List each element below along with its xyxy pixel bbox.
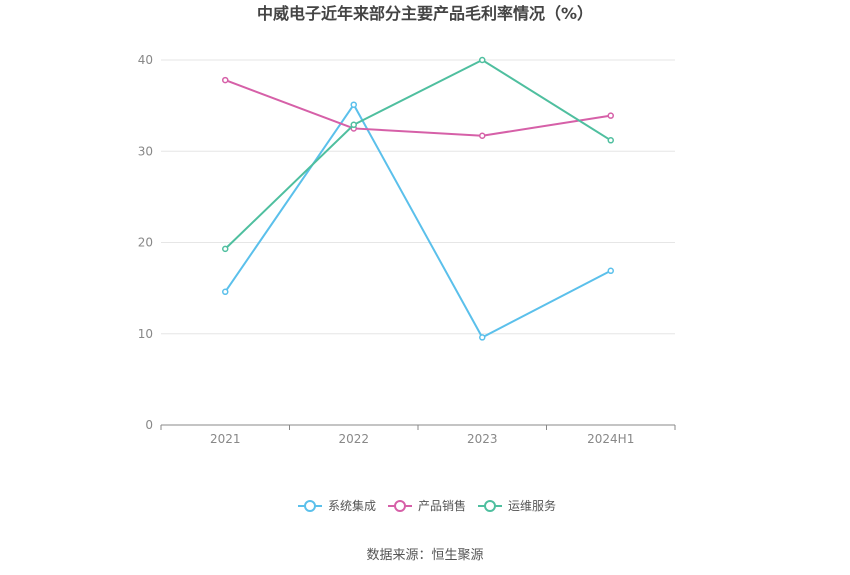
legend-label: 产品销售 <box>418 498 466 513</box>
y-tick-label: 40 <box>138 53 153 67</box>
x-tick-label: 2022 <box>338 432 369 446</box>
data-point <box>607 267 614 275</box>
legend-label: 系统集成 <box>328 498 376 513</box>
legend[interactable]: 系统集成 产品销售 运维服务 <box>298 498 556 513</box>
legend-marker <box>484 500 496 512</box>
data-point <box>479 56 486 64</box>
data-point <box>350 101 357 108</box>
legend-marker <box>304 500 316 512</box>
legend-marker <box>394 500 406 512</box>
data-point <box>607 112 614 119</box>
legend-item[interactable]: 运维服务 <box>478 498 556 513</box>
x-tick-label: 2024H1 <box>587 432 634 446</box>
grid-lines <box>161 59 675 335</box>
axes: 0 10 20 30 40 2021 2022 2023 2024H1 <box>138 53 676 446</box>
data-point <box>222 288 229 296</box>
chart-title: 中威电子近年来部分主要产品毛利率情况（%） <box>257 4 593 23</box>
series-group <box>222 56 614 341</box>
data-point <box>222 245 229 253</box>
series-line <box>224 102 612 339</box>
x-tick-label: 2021 <box>210 432 241 446</box>
y-tick-label: 20 <box>138 236 153 250</box>
legend-item[interactable]: 系统集成 <box>298 498 376 513</box>
data-point <box>479 132 486 139</box>
data-point <box>222 76 229 84</box>
series-line <box>224 58 612 250</box>
y-tick-label: 30 <box>138 144 153 158</box>
data-point <box>607 137 614 144</box>
y-tick-label: 0 <box>145 418 153 432</box>
legend-label: 运维服务 <box>508 498 556 513</box>
x-tick-label: 2023 <box>467 432 498 446</box>
source-label: 数据来源：恒生聚源 <box>366 548 483 563</box>
legend-item[interactable]: 产品销售 <box>388 498 466 513</box>
data-point <box>479 334 486 341</box>
series-line <box>224 79 611 137</box>
data-point <box>350 121 357 129</box>
y-tick-label: 10 <box>138 327 153 341</box>
